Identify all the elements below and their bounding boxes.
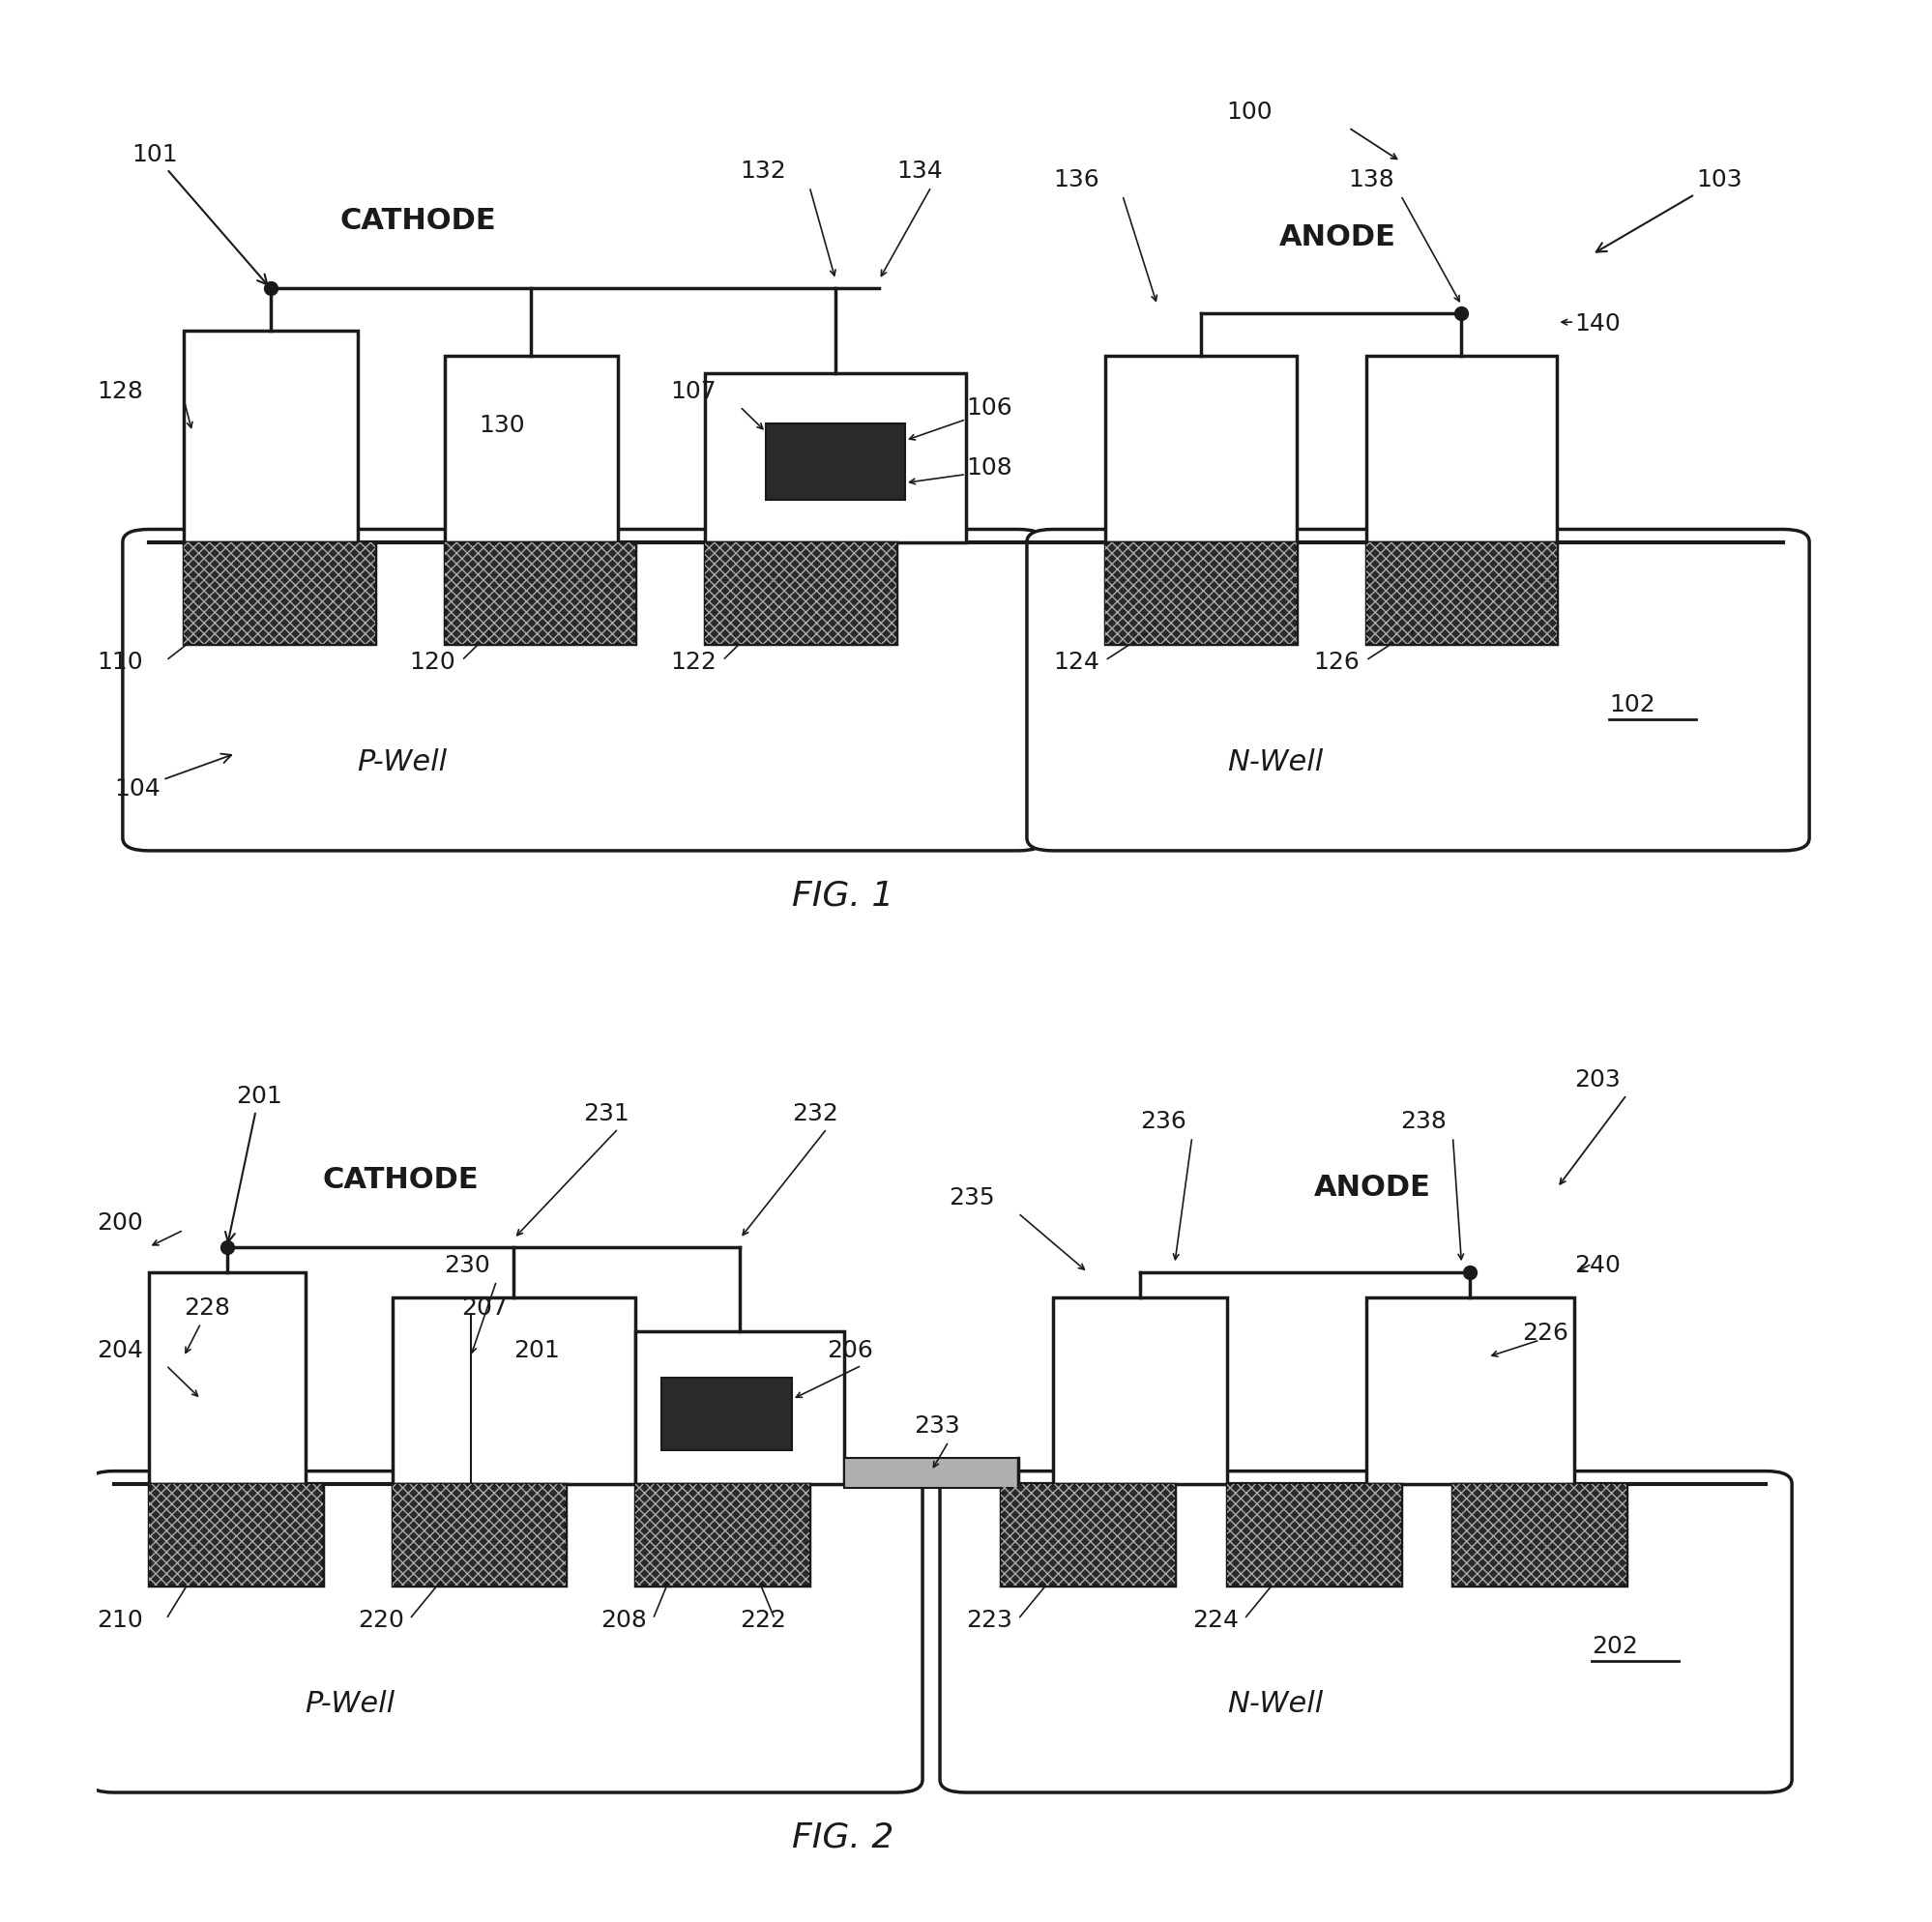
Text: 224: 224	[1192, 1609, 1238, 1632]
Text: 240: 240	[1575, 1253, 1621, 1278]
Bar	[1053, 1297, 1227, 1484]
Text: 208: 208	[601, 1609, 647, 1632]
Bar	[844, 1459, 1018, 1488]
Bar	[1366, 542, 1557, 644]
Text: 203: 203	[1575, 1069, 1621, 1092]
Bar	[636, 1484, 810, 1586]
Bar	[636, 1332, 844, 1484]
Text: 233: 233	[914, 1415, 960, 1438]
Bar	[1227, 1484, 1401, 1586]
Bar	[1366, 356, 1557, 542]
Text: 235: 235	[949, 1186, 995, 1209]
Text: 126: 126	[1314, 650, 1360, 675]
Text: 204: 204	[97, 1338, 143, 1363]
Bar	[705, 542, 896, 644]
Text: 134: 134	[896, 160, 943, 183]
FancyBboxPatch shape	[89, 1470, 923, 1793]
Text: 226: 226	[1522, 1322, 1569, 1345]
Bar	[444, 542, 636, 644]
Bar	[1227, 1484, 1401, 1586]
Text: 101: 101	[131, 142, 267, 284]
Text: FIG. 1: FIG. 1	[792, 880, 895, 913]
FancyBboxPatch shape	[941, 1470, 1793, 1793]
Text: 130: 130	[479, 413, 526, 436]
Text: 103: 103	[1596, 169, 1743, 252]
Bar	[392, 1297, 636, 1484]
Text: 206: 206	[827, 1338, 873, 1363]
FancyBboxPatch shape	[124, 529, 1045, 851]
Bar	[1105, 356, 1296, 542]
Bar	[444, 542, 636, 644]
Text: 231: 231	[583, 1101, 630, 1124]
Bar	[392, 1484, 566, 1586]
Bar	[184, 542, 375, 644]
Text: 104: 104	[114, 753, 232, 801]
Text: CATHODE: CATHODE	[323, 1165, 479, 1194]
Text: 228: 228	[184, 1295, 230, 1320]
Text: 120: 120	[410, 650, 456, 675]
Bar	[661, 1378, 792, 1449]
Text: 238: 238	[1401, 1111, 1447, 1134]
Text: 230: 230	[444, 1253, 491, 1278]
Text: 136: 136	[1053, 169, 1099, 192]
Bar	[392, 1484, 566, 1586]
Bar	[636, 1484, 810, 1586]
Text: 132: 132	[740, 160, 786, 183]
Bar	[1366, 1297, 1575, 1484]
Text: 110: 110	[97, 650, 143, 675]
Text: 201: 201	[514, 1338, 560, 1363]
Text: 207: 207	[462, 1295, 508, 1320]
Bar	[705, 373, 966, 542]
Text: P-Well: P-Well	[305, 1689, 396, 1718]
Text: 236: 236	[1140, 1111, 1186, 1134]
Bar	[444, 356, 618, 542]
Text: 210: 210	[97, 1609, 143, 1632]
Text: 202: 202	[1592, 1634, 1638, 1659]
Text: 100: 100	[1227, 100, 1273, 125]
Text: 124: 124	[1053, 650, 1099, 675]
Bar	[149, 1484, 323, 1586]
Bar	[184, 331, 357, 542]
FancyBboxPatch shape	[1028, 529, 1810, 851]
Bar	[1105, 542, 1296, 644]
Bar	[149, 1484, 323, 1586]
Text: 223: 223	[966, 1609, 1012, 1632]
Text: 140: 140	[1575, 311, 1621, 336]
Bar	[1453, 1484, 1627, 1586]
Text: FIG. 2: FIG. 2	[792, 1822, 895, 1855]
Text: 200: 200	[97, 1211, 143, 1236]
Bar	[184, 542, 375, 644]
Text: 222: 222	[740, 1609, 786, 1632]
Bar	[149, 1272, 305, 1484]
Text: 232: 232	[792, 1101, 838, 1124]
Text: P-Well: P-Well	[357, 748, 448, 776]
Text: 220: 220	[357, 1609, 404, 1632]
Bar	[1001, 1484, 1175, 1586]
Bar	[767, 423, 904, 500]
Bar	[1105, 542, 1296, 644]
Text: 122: 122	[670, 650, 717, 675]
Text: 128: 128	[97, 381, 143, 404]
Text: ANODE: ANODE	[1314, 1174, 1430, 1201]
Text: 138: 138	[1349, 169, 1395, 192]
Text: N-Well: N-Well	[1227, 1689, 1323, 1718]
Bar	[1453, 1484, 1627, 1586]
Bar	[705, 542, 896, 644]
Text: ANODE: ANODE	[1279, 223, 1395, 252]
Text: 201: 201	[226, 1084, 282, 1242]
Text: 102: 102	[1609, 692, 1656, 717]
Bar	[1366, 542, 1557, 644]
Text: CATHODE: CATHODE	[340, 208, 497, 234]
Text: 107: 107	[670, 381, 717, 404]
Text: 106: 106	[966, 396, 1012, 421]
Text: 108: 108	[966, 456, 1012, 479]
Text: N-Well: N-Well	[1227, 748, 1323, 776]
Bar	[1001, 1484, 1175, 1586]
